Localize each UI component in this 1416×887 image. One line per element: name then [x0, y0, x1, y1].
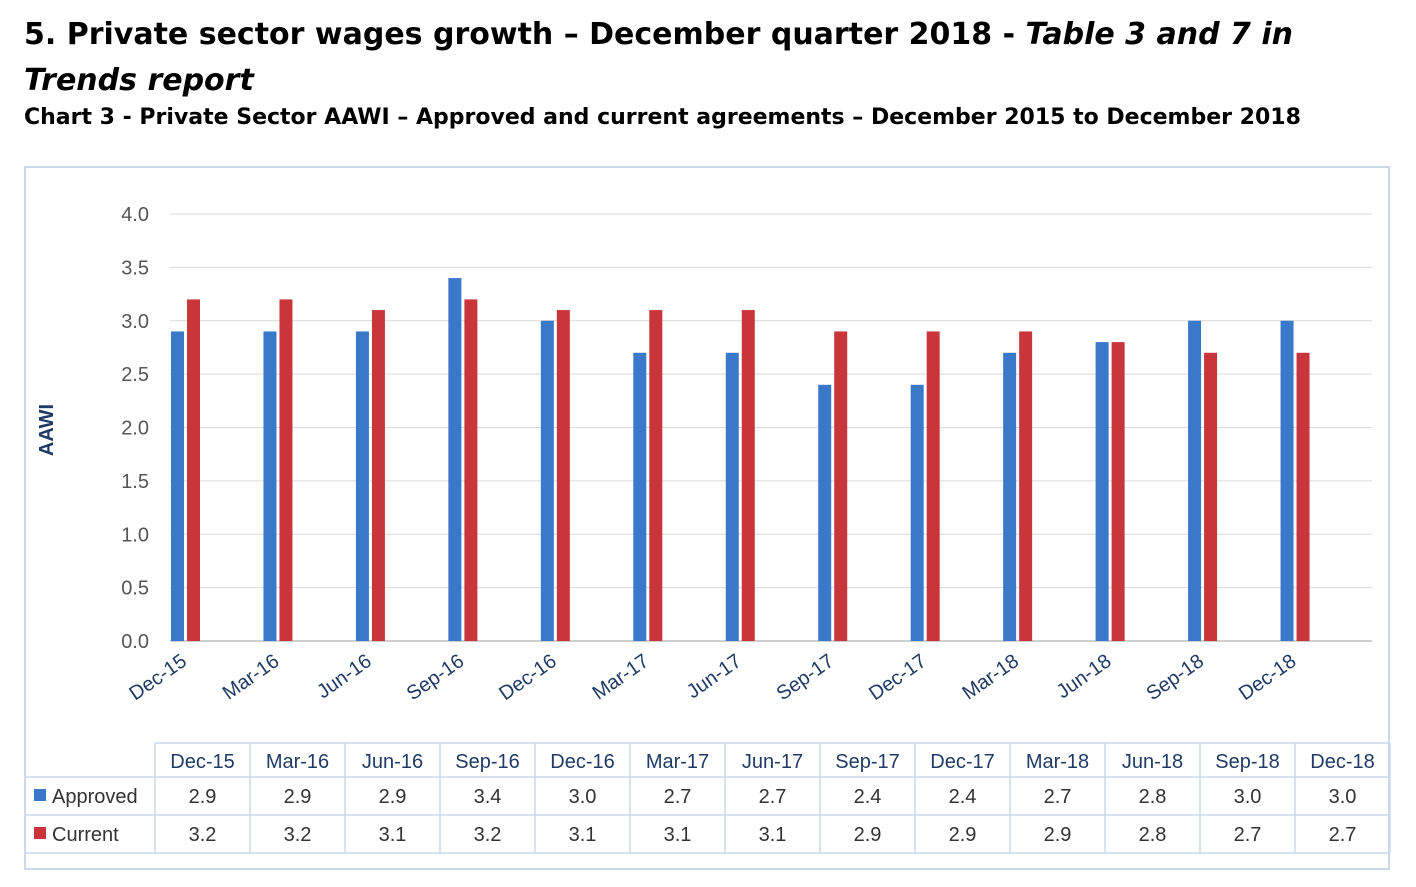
y-tick-label: 1.0	[121, 524, 149, 546]
table-cell-current: 3.1	[379, 824, 407, 846]
y-tick-label: 0.0	[121, 631, 149, 653]
bar-current-jun-17	[741, 310, 755, 641]
chart-frame	[24, 166, 1390, 870]
title-italic: Table 3 and 7 in Trends report	[24, 17, 1293, 98]
table-header-cell: Mar-17	[646, 751, 709, 773]
y-tick-label: 3.5	[121, 257, 149, 279]
table-cell-approved: 3.0	[1234, 786, 1262, 808]
table-cell-approved: 2.4	[854, 786, 882, 808]
table-cell-approved: 2.9	[189, 786, 217, 808]
x-tick-label: Mar-17	[589, 650, 654, 704]
bar-approved-dec-16	[540, 320, 554, 641]
legend-swatch-approved	[34, 789, 46, 801]
table-header-cell: Sep-18	[1215, 751, 1280, 773]
bar-current-mar-17	[649, 310, 663, 641]
bar-current-dec-18	[1296, 352, 1310, 641]
x-tick-label: Jun-18	[1053, 650, 1116, 703]
table-header-cell: Mar-16	[266, 751, 329, 773]
y-axis-label: AAWI	[36, 404, 58, 456]
table-header-cell: Jun-16	[362, 751, 423, 773]
bar-approved-mar-16	[263, 331, 277, 641]
x-tick-label: Dec-15	[125, 650, 190, 705]
table-cell-current: 2.8	[1139, 824, 1167, 846]
legend-swatch-current	[34, 827, 46, 839]
x-tick-label: Sep-16	[403, 650, 468, 705]
table-cell-current: 2.9	[854, 824, 882, 846]
bar-current-sep-16	[464, 299, 478, 641]
table-cell-approved: 2.8	[1139, 786, 1167, 808]
bar-approved-dec-17	[910, 384, 924, 641]
table-header-cell: Dec-15	[170, 751, 234, 773]
x-tick-label: Sep-17	[773, 650, 838, 705]
table-cell-approved: 2.7	[1044, 786, 1072, 808]
table-cell-approved: 3.0	[1329, 786, 1357, 808]
y-tick-label: 4.0	[121, 204, 149, 226]
x-tick-label: Jun-17	[683, 650, 746, 703]
x-tick-label: Dec-17	[865, 650, 930, 705]
table-header-cell: Jun-17	[742, 751, 803, 773]
table-cell-current: 2.7	[1329, 824, 1357, 846]
table-header-cell: Dec-17	[930, 751, 994, 773]
chart-subtitle: Chart 3 - Private Sector AAWI – Approved…	[24, 105, 1301, 130]
bar-current-dec-17	[926, 331, 940, 641]
title-main: 5. Private sector wages growth – Decembe…	[24, 17, 1026, 52]
table-cell-approved: 2.9	[284, 786, 312, 808]
y-tick-label: 0.5	[121, 578, 149, 600]
bar-current-dec-15	[187, 299, 200, 641]
bar-current-jun-18	[1111, 342, 1125, 641]
y-tick-label: 1.5	[121, 471, 149, 493]
bar-approved-jun-16	[355, 331, 369, 641]
table-cell-current: 3.2	[474, 824, 502, 846]
bar-current-sep-17	[834, 331, 848, 641]
table-cell-current: 3.1	[569, 824, 597, 846]
table-cell-current: 3.2	[189, 824, 217, 846]
table-header-cell: Dec-18	[1310, 751, 1374, 773]
bar-current-mar-16	[279, 299, 293, 641]
table-cell-current: 2.9	[1044, 824, 1072, 846]
x-tick-label: Sep-18	[1142, 650, 1207, 705]
table-cell-approved: 2.9	[379, 786, 407, 808]
table-cell-approved: 2.7	[759, 786, 787, 808]
bar-approved-dec-15	[171, 331, 184, 641]
page-title: 5. Private sector wages growth – Decembe…	[24, 12, 1394, 104]
bar-current-sep-18	[1204, 352, 1218, 641]
bar-approved-mar-18	[1003, 352, 1017, 641]
y-tick-label: 2.0	[121, 418, 149, 440]
bar-approved-sep-18	[1188, 320, 1202, 641]
table-cell-current: 3.1	[759, 824, 787, 846]
bar-approved-dec-18	[1280, 320, 1294, 641]
table-cell-approved: 3.4	[474, 786, 502, 808]
table-header-cell: Jun-18	[1122, 751, 1183, 773]
table-header-cell: Sep-17	[835, 751, 900, 773]
bar-approved-sep-16	[448, 278, 462, 641]
table-cell-current: 2.7	[1234, 824, 1262, 846]
y-tick-label: 3.0	[121, 311, 149, 333]
legend-label-current: Current	[52, 824, 119, 846]
table-cell-current: 3.1	[664, 824, 692, 846]
y-tick-label: 2.5	[121, 364, 149, 386]
table-header-cell: Mar-18	[1026, 751, 1089, 773]
legend-label-approved: Approved	[52, 786, 138, 808]
table-cell-approved: 3.0	[569, 786, 597, 808]
x-tick-label: Dec-18	[1235, 650, 1300, 705]
bar-approved-jun-17	[725, 352, 739, 641]
table-cell-current: 2.9	[949, 824, 977, 846]
table-cell-approved: 2.4	[949, 786, 977, 808]
table-cell-approved: 2.7	[664, 786, 692, 808]
bar-current-dec-16	[556, 310, 570, 641]
bar-approved-jun-18	[1095, 342, 1109, 641]
bar-current-mar-18	[1019, 331, 1033, 641]
table-header-cell: Sep-16	[455, 751, 520, 773]
bar-current-jun-16	[371, 310, 385, 641]
table-header-cell: Dec-16	[550, 751, 614, 773]
bar-approved-mar-17	[633, 352, 647, 641]
table-cell-current: 3.2	[284, 824, 312, 846]
x-tick-label: Mar-16	[219, 650, 284, 704]
x-tick-label: Jun-16	[313, 650, 376, 703]
x-tick-label: Dec-16	[495, 650, 560, 705]
bar-approved-sep-17	[818, 384, 832, 641]
x-tick-label: Mar-18	[959, 650, 1024, 704]
